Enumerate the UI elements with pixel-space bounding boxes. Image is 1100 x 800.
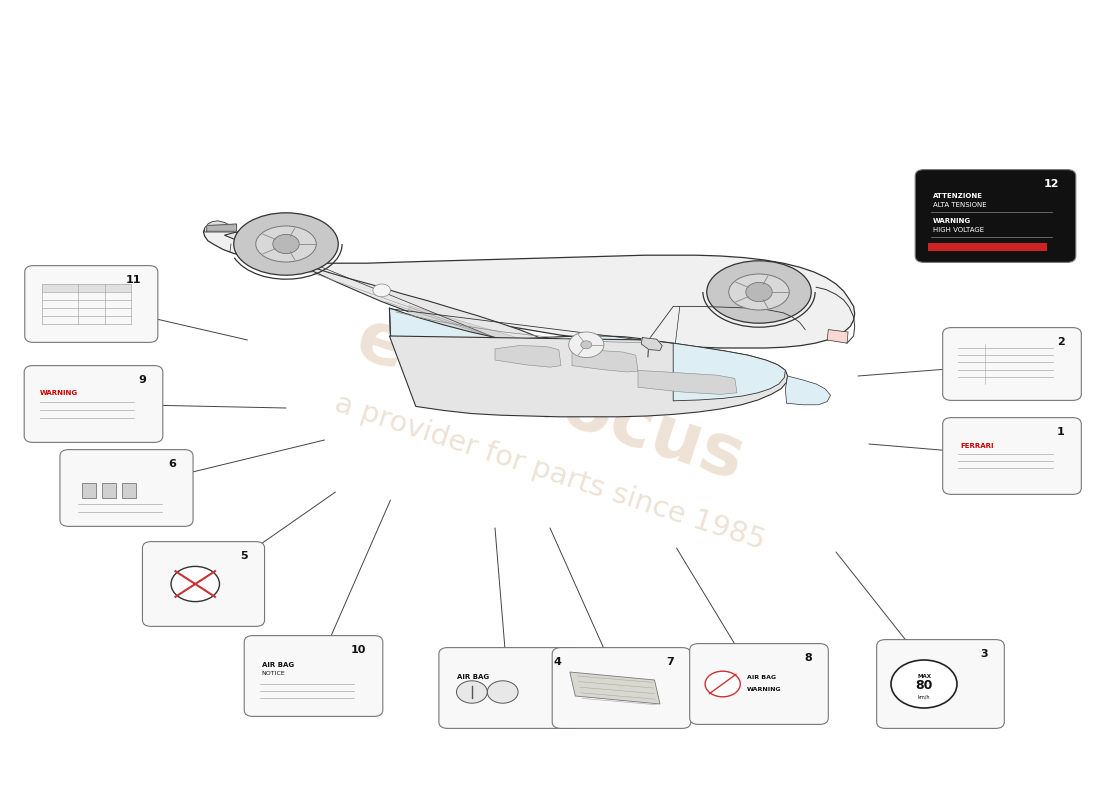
Polygon shape — [827, 330, 848, 343]
Circle shape — [456, 681, 487, 703]
FancyBboxPatch shape — [439, 648, 578, 728]
Polygon shape — [407, 306, 552, 362]
Text: HIGH VOLTAGE: HIGH VOLTAGE — [933, 226, 983, 233]
Text: AIR BAG: AIR BAG — [262, 662, 294, 668]
Polygon shape — [570, 672, 660, 704]
Polygon shape — [495, 346, 561, 367]
Text: WARNING: WARNING — [933, 218, 971, 224]
Bar — [43, 284, 132, 292]
Text: eurofocus: eurofocus — [348, 305, 752, 495]
Bar — [101, 483, 117, 498]
FancyBboxPatch shape — [690, 643, 828, 725]
Text: NOTICE: NOTICE — [262, 671, 286, 676]
FancyBboxPatch shape — [943, 418, 1081, 494]
Polygon shape — [785, 376, 830, 405]
FancyBboxPatch shape — [25, 266, 158, 342]
Polygon shape — [389, 336, 788, 417]
FancyBboxPatch shape — [877, 640, 1004, 728]
Polygon shape — [572, 350, 638, 372]
Text: WARNING: WARNING — [747, 687, 781, 692]
Circle shape — [487, 681, 518, 703]
Polygon shape — [224, 232, 559, 362]
Text: 8: 8 — [804, 653, 812, 663]
Polygon shape — [638, 370, 737, 394]
Text: 2: 2 — [1057, 338, 1065, 347]
Polygon shape — [673, 343, 785, 401]
Text: 12: 12 — [1044, 179, 1059, 189]
Text: AIR BAG: AIR BAG — [747, 675, 776, 680]
Text: a provider for parts since 1985: a provider for parts since 1985 — [331, 389, 769, 555]
Text: 9: 9 — [139, 375, 146, 385]
Circle shape — [705, 671, 740, 697]
Ellipse shape — [706, 261, 811, 323]
Text: MAX: MAX — [917, 674, 931, 678]
Polygon shape — [389, 308, 649, 358]
Bar — [121, 483, 135, 498]
FancyBboxPatch shape — [915, 170, 1076, 262]
Circle shape — [172, 566, 220, 602]
Circle shape — [581, 341, 592, 349]
FancyBboxPatch shape — [59, 450, 194, 526]
Text: 5: 5 — [241, 551, 248, 562]
FancyBboxPatch shape — [24, 366, 163, 442]
Text: km/h: km/h — [917, 694, 931, 699]
Polygon shape — [204, 226, 855, 348]
Text: 80: 80 — [915, 679, 933, 692]
Text: 10: 10 — [351, 645, 366, 655]
Text: FERRARI: FERRARI — [960, 443, 993, 450]
Bar — [81, 483, 97, 498]
Circle shape — [569, 332, 604, 358]
FancyBboxPatch shape — [244, 635, 383, 717]
Text: 7: 7 — [667, 658, 674, 667]
Ellipse shape — [728, 274, 789, 310]
Text: WARNING: WARNING — [40, 390, 78, 396]
Polygon shape — [641, 338, 662, 350]
FancyBboxPatch shape — [943, 328, 1081, 400]
Text: ALTA TENSIONE: ALTA TENSIONE — [933, 202, 987, 208]
Circle shape — [746, 282, 772, 302]
Ellipse shape — [255, 226, 317, 262]
Ellipse shape — [233, 213, 339, 275]
Text: 11: 11 — [125, 275, 141, 285]
Circle shape — [373, 284, 390, 297]
Text: 1: 1 — [1057, 427, 1065, 437]
Bar — [928, 243, 1047, 251]
Text: 3: 3 — [980, 650, 988, 659]
Text: AIR BAG: AIR BAG — [456, 674, 488, 680]
FancyBboxPatch shape — [143, 542, 265, 626]
Polygon shape — [205, 221, 236, 232]
Circle shape — [273, 234, 299, 254]
Text: 4: 4 — [553, 658, 561, 667]
Circle shape — [891, 660, 957, 708]
Text: 6: 6 — [168, 459, 176, 469]
Polygon shape — [236, 228, 284, 246]
FancyBboxPatch shape — [552, 648, 691, 728]
Text: ATTENZIONE: ATTENZIONE — [933, 193, 982, 199]
Polygon shape — [207, 224, 236, 231]
